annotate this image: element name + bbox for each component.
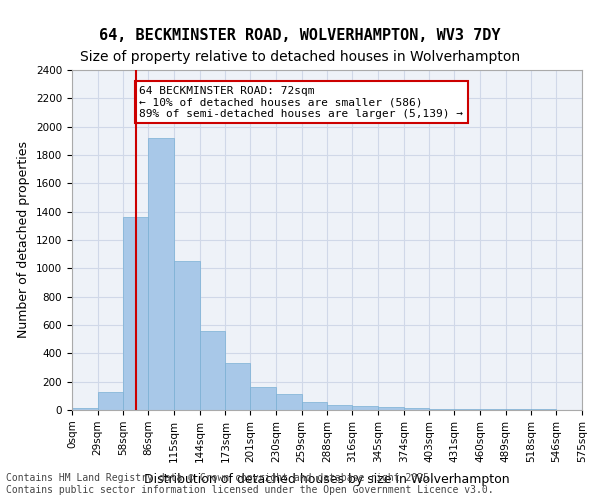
Bar (250, 386, 276, 410)
Bar (200, 330, 226, 410)
Bar (352, 406, 378, 410)
Text: Size of property relative to detached houses in Wolverhampton: Size of property relative to detached ho… (80, 50, 520, 64)
Bar (276, 394, 302, 410)
Bar (404, 408, 430, 410)
Bar (378, 407, 404, 410)
Text: 64 BECKMINSTER ROAD: 72sqm
← 10% of detached houses are smaller (586)
89% of sem: 64 BECKMINSTER ROAD: 72sqm ← 10% of deta… (139, 86, 463, 119)
Bar (98, 392, 124, 410)
X-axis label: Distribution of detached houses by size in Wolverhampton: Distribution of detached houses by size … (144, 473, 510, 486)
Bar (328, 405, 352, 410)
Bar (148, 138, 174, 410)
Bar (226, 362, 250, 410)
Bar (72, 408, 98, 410)
Text: Contains HM Land Registry data © Crown copyright and database right 2025.
Contai: Contains HM Land Registry data © Crown c… (6, 474, 494, 495)
Y-axis label: Number of detached properties: Number of detached properties (17, 142, 31, 338)
Bar (124, 218, 148, 410)
Bar (302, 402, 328, 410)
Text: 64, BECKMINSTER ROAD, WOLVERHAMPTON, WV3 7DY: 64, BECKMINSTER ROAD, WOLVERHAMPTON, WV3… (99, 28, 501, 42)
Bar (174, 260, 200, 410)
